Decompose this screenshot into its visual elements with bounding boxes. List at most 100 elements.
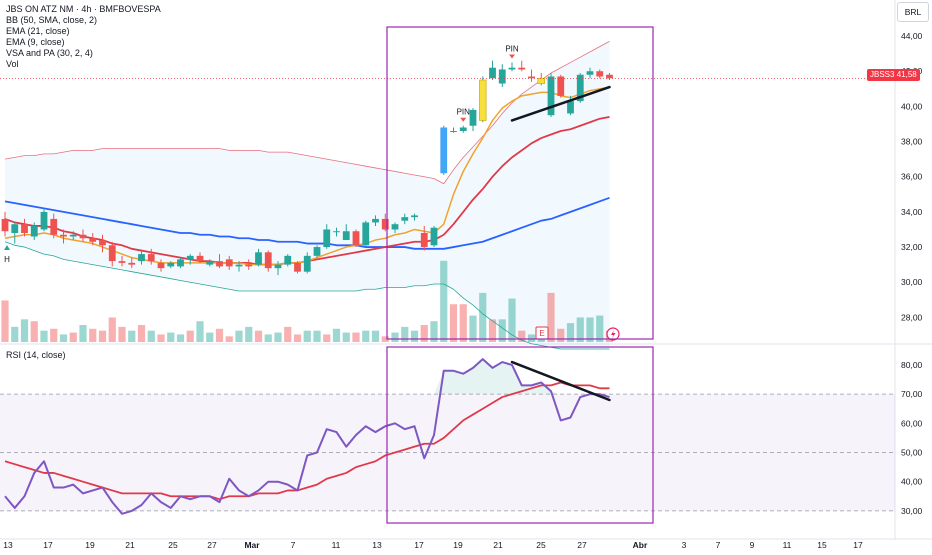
volume-bar — [323, 334, 331, 342]
lightning-icon-bolt — [611, 330, 616, 339]
currency-button[interactable]: BRL — [897, 2, 929, 22]
candle-body — [79, 234, 87, 239]
volume-bar — [98, 330, 107, 342]
volume-bar — [576, 317, 584, 342]
volume-bar — [69, 332, 77, 342]
candle-body — [430, 227, 438, 246]
candle-body — [411, 215, 418, 218]
legend-ema21[interactable]: EMA (21, close) — [6, 26, 70, 36]
candle-body — [537, 77, 545, 84]
volume-bar — [1, 300, 9, 342]
candle-body — [606, 74, 613, 79]
price-axis-label: 34,00 — [901, 207, 923, 217]
time-axis-label: 21 — [125, 540, 135, 550]
legend-bb[interactable]: BB (50, SMA, close, 2) — [6, 15, 98, 25]
time-axis-label: 7 — [716, 540, 721, 550]
price-axis-label: 32,00 — [901, 242, 923, 252]
candle-body — [30, 225, 38, 237]
volume-bar — [147, 330, 155, 342]
volume-bar — [89, 328, 97, 342]
volume-bar — [128, 330, 136, 342]
candle-body — [225, 259, 233, 267]
candle-body — [479, 79, 487, 121]
candle-body — [596, 71, 604, 77]
indicator-legend: JBS ON ATZ NM · 4h · BMFBOVESPA BB (50, … — [6, 4, 161, 70]
volume-bar — [215, 328, 224, 342]
candle-body — [557, 76, 565, 96]
rsi-legend[interactable]: RSI (14, close) — [6, 350, 66, 360]
volume-bar — [449, 304, 458, 342]
volume-bar — [401, 326, 409, 342]
time-axis-label: Abr — [633, 540, 648, 550]
high-marker-label: H — [4, 255, 10, 264]
volume-bar — [596, 315, 604, 342]
candle-body — [440, 127, 448, 174]
volume-bar — [254, 330, 263, 342]
volume-bar — [30, 321, 38, 342]
volume-bar — [498, 319, 506, 342]
candle-body — [567, 101, 574, 114]
volume-bar — [274, 332, 282, 342]
time-axis-label: 25 — [168, 540, 178, 550]
time-axis-label: 17 — [853, 540, 863, 550]
earnings-marker-label: E — [539, 329, 544, 338]
legend-vsa[interactable]: VSA and PA (30, 2, 4) — [6, 48, 93, 58]
time-axis-label: 17 — [43, 540, 53, 550]
bb-fill — [5, 41, 610, 350]
candle-body — [216, 261, 223, 267]
volume-bar — [79, 325, 87, 342]
time-axis-label: 13 — [3, 540, 13, 550]
candle-body — [547, 76, 555, 116]
legend-vol[interactable]: Vol — [6, 59, 19, 69]
candle-body — [401, 217, 409, 221]
price-axis-label: 28,00 — [901, 312, 923, 322]
volume-bar — [40, 330, 48, 342]
time-axis-label: 3 — [682, 540, 687, 550]
price-axis-label: 38,00 — [901, 137, 923, 147]
time-axis-label: 25 — [536, 540, 546, 550]
pin-label: PIN — [505, 44, 519, 53]
rsi-trend-line — [510, 360, 611, 402]
candle-body — [586, 71, 594, 75]
volume-bar — [11, 326, 19, 342]
candle-body — [206, 261, 214, 265]
candle-body — [284, 255, 292, 265]
candle-body — [147, 254, 155, 262]
candle-body — [50, 218, 58, 235]
volume-bar — [284, 326, 292, 342]
candle-body — [372, 218, 379, 223]
volume-bar — [508, 298, 516, 342]
candle-body — [60, 234, 67, 237]
volume-bar — [371, 330, 380, 342]
time-axis-label: 27 — [577, 540, 587, 550]
candle-body — [99, 240, 106, 246]
time-axis-label: 13 — [372, 540, 382, 550]
candle-body — [186, 255, 194, 260]
candle-body — [157, 262, 165, 269]
time-axis-label: 17 — [414, 540, 424, 550]
price-axis-label: 44,00 — [901, 31, 923, 41]
symbol-title[interactable]: JBS ON ATZ NM · 4h · BMFBOVESPA — [6, 4, 161, 14]
candle-body — [342, 231, 350, 241]
candle-body — [108, 245, 116, 262]
price-axis-label: 36,00 — [901, 172, 923, 182]
candle-body — [138, 254, 145, 262]
volume-bar — [186, 330, 194, 342]
legend-ema9[interactable]: EMA (9, close) — [6, 37, 65, 47]
candle-body — [498, 69, 506, 84]
volume-bar — [108, 317, 116, 342]
rsi-axis-label: 60,00 — [901, 418, 923, 428]
candle-body — [459, 127, 467, 132]
pin-arrow — [460, 117, 467, 122]
volume-bar — [586, 317, 594, 342]
candle-body — [576, 74, 584, 102]
volume-bar — [50, 328, 58, 342]
volume-bar — [566, 323, 575, 342]
rsi-axis-label: 40,00 — [901, 477, 923, 487]
highlight-box-rsi — [386, 346, 654, 524]
rsi-axis-label: 30,00 — [901, 506, 923, 516]
time-axis-label: Mar — [244, 540, 260, 550]
rsi-ma-line — [4, 381, 610, 501]
